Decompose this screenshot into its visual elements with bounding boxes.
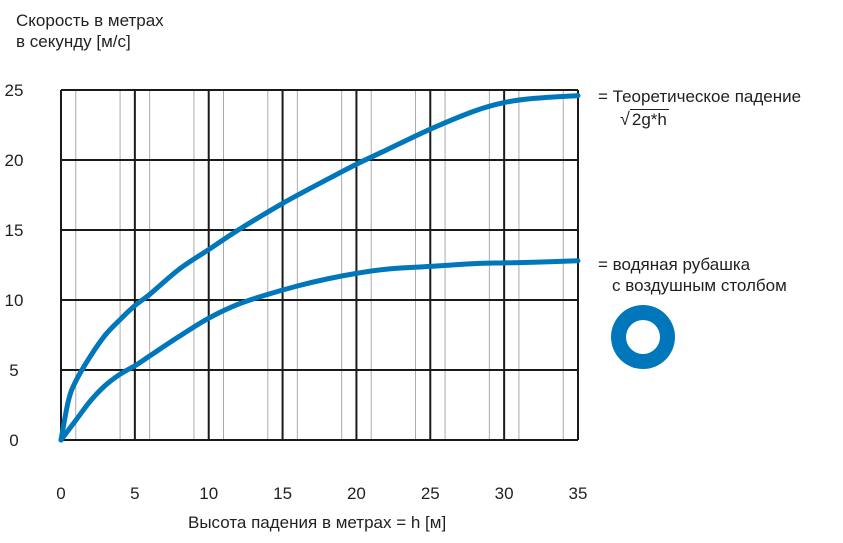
x-tick-label: 0 [56,484,65,503]
legend-water-jacket-line-2: с воздушным столбом [612,276,787,295]
y-tick-label: 0 [9,431,18,450]
series-line-water-jacket [58,258,581,443]
x-tick-label: 15 [273,484,292,503]
x-tick-label: 25 [421,484,440,503]
y-tick-label: 10 [5,291,24,310]
y-axis-title-line-1: Скорость в метрах [16,11,164,30]
y-tick-label: 5 [9,361,18,380]
series-lines [58,93,581,443]
legend-water-jacket-line-1: = водяная рубашка [598,255,751,274]
formula-text: 2g*h [629,109,669,129]
x-tick-label: 5 [130,484,139,503]
sqrt-icon: √ [620,109,630,129]
x-tick-label: 20 [347,484,366,503]
y-tick-label: 20 [5,151,24,170]
x-tick-label: 10 [199,484,218,503]
legend-theoretical-formula: √ 2g*h [620,109,669,130]
legend-item-water-jacket: = водяная рубашка с воздушным столбом [598,254,787,296]
x-tick-label: 35 [569,484,588,503]
x-tick-label: 30 [495,484,514,503]
y-axis-title-line-2: в секунду [м/с] [16,32,131,51]
legend-theoretical-label: = Теоретическое падение [598,87,802,106]
y-axis-title: Скорость в метрах в секунду [м/с] [16,10,164,52]
tick-labels: 0 5 10 15 20 25 30 35 0 5 10 15 20 25 [5,81,588,503]
pipe-cross-section-icon [611,305,675,369]
series-line-theoretical [58,93,581,443]
x-axis-title: Высота падения в метрах = h [м] [188,513,447,532]
y-tick-label: 25 [5,81,24,100]
y-tick-label: 15 [5,221,24,240]
legend-item-theoretical: = Теоретическое падение [598,86,801,107]
